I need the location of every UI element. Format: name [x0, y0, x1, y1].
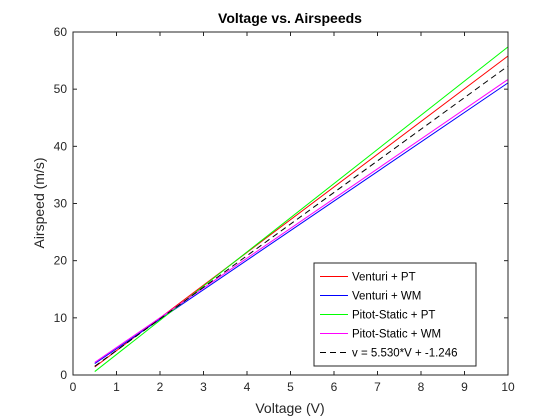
x-tick-label: 0 — [70, 380, 77, 394]
legend-entry-label: Venturi + PT — [352, 272, 416, 284]
y-tick-label: 20 — [54, 254, 68, 268]
x-tick-label: 9 — [461, 380, 468, 394]
legend-entry-label: Pitot-Static + PT — [352, 310, 435, 322]
y-tick-label: 60 — [54, 25, 68, 39]
y-tick-label: 40 — [54, 139, 68, 153]
x-tick-label: 1 — [113, 380, 120, 394]
x-tick-label: 7 — [374, 380, 381, 394]
y-axis-label: Airspeed (m/s) — [31, 157, 47, 248]
legend-entry-label: Pitot-Static + WM — [352, 329, 441, 341]
chart-title: Voltage vs. Airspeeds — [218, 10, 362, 26]
y-tick-label: 30 — [54, 197, 68, 211]
x-axis-label: Voltage (V) — [255, 400, 324, 416]
x-tick-label: 2 — [157, 380, 164, 394]
x-tick-label: 4 — [244, 380, 251, 394]
x-tick-label: 5 — [287, 380, 294, 394]
legend-entry-label: v = 5.530*V + -1.246 — [352, 348, 458, 360]
legend-entry-label: Venturi + WM — [352, 291, 421, 303]
series-line-3 — [94, 46, 509, 372]
x-tick-label: 10 — [501, 380, 515, 394]
x-tick-label: 8 — [418, 380, 425, 394]
x-tick-label: 6 — [331, 380, 338, 394]
series-line-4 — [94, 79, 509, 363]
y-tick-label: 10 — [54, 311, 68, 325]
y-tick-label: 50 — [54, 82, 68, 96]
y-tick-label: 0 — [60, 368, 67, 382]
legend: Venturi + PT Venturi + WM Pitot-Static + P… — [313, 262, 477, 367]
series-layer — [94, 46, 509, 372]
axes-layer: 0 1 2 3 4 5 6 7 8 9 10 0 10 20 30 40 50 60 — [54, 25, 515, 394]
x-tick-label: 3 — [200, 380, 207, 394]
series-line-5 — [94, 65, 509, 367]
